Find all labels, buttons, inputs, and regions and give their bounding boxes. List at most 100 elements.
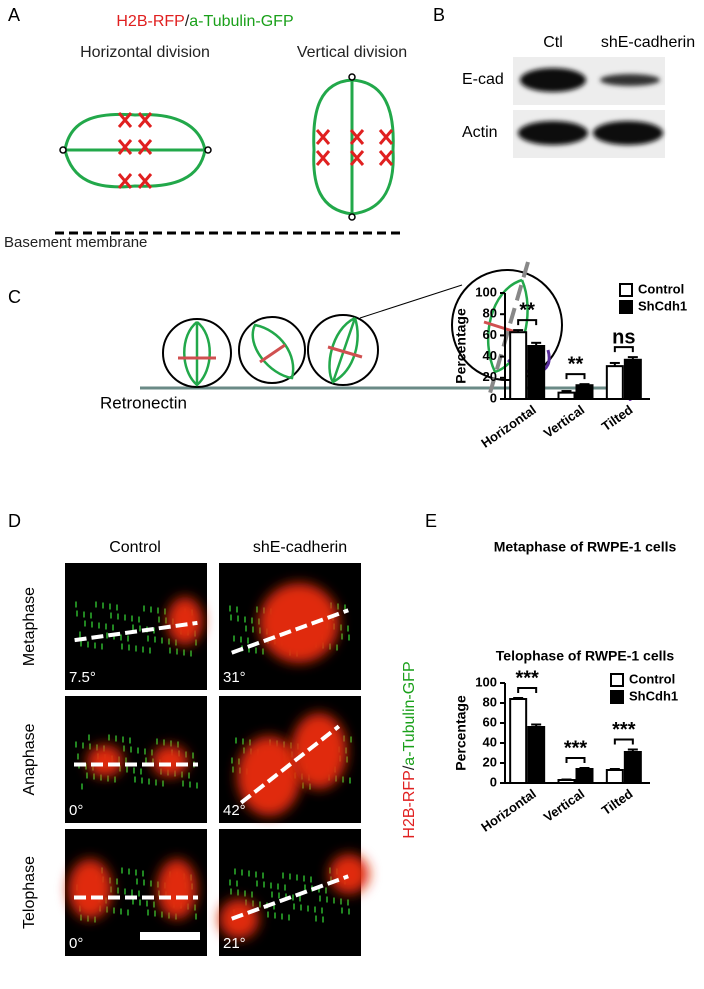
speck [252,900,254,907]
speck [231,757,233,764]
sig-label: ** [519,299,535,321]
speck [347,625,349,632]
speck [130,746,132,753]
speck [241,869,243,876]
column-label: shE-cadherin [253,539,347,556]
x-tick-label: Horizontal [478,402,539,451]
horizontal-label: Horizontal division [80,44,210,61]
bar [623,358,642,400]
speck [80,640,82,647]
speck [237,615,239,622]
speck [262,872,264,879]
angle-label: 42° [223,802,246,819]
legend-swatch [619,283,633,297]
cells [162,269,563,388]
panel-a-title: H2B-RFP/a-Tubulin-GFP [116,13,293,30]
sig-bracket [613,738,634,745]
speck [87,641,89,648]
speck [325,887,327,894]
sig-bracket [517,319,538,326]
speck [181,771,183,778]
y-tick-label: 20 [483,369,497,384]
speck [177,741,179,748]
speck [138,616,140,623]
speck [296,874,298,881]
speck [314,906,316,913]
speck [235,737,237,744]
speck [75,741,77,748]
blob [167,597,203,645]
y-tick-label: 40 [483,348,497,363]
speck [82,742,84,749]
centrosome [59,146,67,154]
x [315,150,331,166]
speck [233,635,235,642]
bar [509,331,528,400]
scale-bar [140,932,200,940]
legend-label: ShCdh1 [629,688,678,703]
y-tick-label: 0 [490,774,497,789]
chart-title: Metaphase of RWPE-1 cells [494,539,677,555]
speck [161,911,163,918]
blob [291,713,347,789]
spindles [183,278,529,387]
speck [290,742,292,749]
legend-label: ShCdh1 [638,298,687,313]
speck [304,884,306,891]
speck [229,605,231,612]
speck [347,899,349,906]
speck [128,868,130,875]
speck [259,901,261,908]
speck [315,915,317,922]
speck [121,643,123,650]
speck [157,607,159,614]
speck [90,612,92,619]
chromosomes [117,112,394,189]
y-tick-label: 80 [483,306,497,321]
x [378,129,394,145]
speck [123,745,125,752]
speck [93,773,95,780]
side-part: a-Tubulin-GFP [401,661,418,765]
bar [527,726,546,784]
panel-label: E [425,511,437,531]
speck [101,643,103,650]
speck [175,639,177,646]
speck [238,758,240,765]
speck [110,612,112,619]
panel-label: B [433,5,445,25]
side-part: / [401,765,418,770]
blob [259,583,339,663]
side-part: H2B-RFP [401,770,418,838]
x-tick-label: Horizontal [478,786,539,835]
speck [83,611,85,618]
speck [150,880,152,887]
speck [271,891,273,898]
speck [194,904,196,911]
speck [244,616,246,623]
legend-label: Control [629,671,675,686]
speck [318,886,320,893]
speck [236,880,238,887]
x-tick-label: Vertical [541,402,588,441]
speck [229,879,231,886]
speck [270,882,272,889]
speck [230,888,232,895]
speck [114,776,116,783]
vertical-cell [312,78,395,216]
speck [255,871,257,878]
speck [242,738,244,745]
y-tick-label: 80 [483,694,497,709]
speck [143,879,145,886]
speck [336,644,338,651]
substrate-label: Retronectin [100,393,187,412]
speck [278,892,280,899]
speck [282,872,284,879]
speck [319,895,321,902]
speck [299,895,301,902]
y-tick-label: 20 [483,754,497,769]
x [137,173,153,189]
sig-bracket [517,687,538,693]
speck [135,645,137,652]
speck [113,907,115,914]
